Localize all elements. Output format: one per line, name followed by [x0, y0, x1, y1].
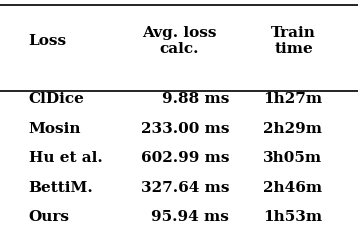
Text: 9.88 ms: 9.88 ms — [162, 92, 229, 106]
Text: Ours: Ours — [29, 209, 70, 223]
Text: Hu et al.: Hu et al. — [29, 151, 102, 164]
Text: Avg. loss
calc.: Avg. loss calc. — [142, 25, 216, 56]
Text: ClDice: ClDice — [29, 92, 84, 106]
Text: Train
time: Train time — [271, 25, 316, 56]
Text: 95.94 ms: 95.94 ms — [151, 209, 229, 223]
Text: Mosin: Mosin — [29, 121, 81, 135]
Text: BettiM.: BettiM. — [29, 180, 93, 194]
Text: 602.99 ms: 602.99 ms — [141, 151, 229, 164]
Text: 1h53m: 1h53m — [263, 209, 322, 223]
Text: 1h27m: 1h27m — [263, 92, 322, 106]
Text: 3h05m: 3h05m — [263, 151, 322, 164]
Text: 233.00 ms: 233.00 ms — [141, 121, 229, 135]
Text: 327.64 ms: 327.64 ms — [141, 180, 229, 194]
Text: 2h29m: 2h29m — [263, 121, 322, 135]
Text: 2h46m: 2h46m — [263, 180, 322, 194]
Text: Loss: Loss — [29, 34, 67, 47]
